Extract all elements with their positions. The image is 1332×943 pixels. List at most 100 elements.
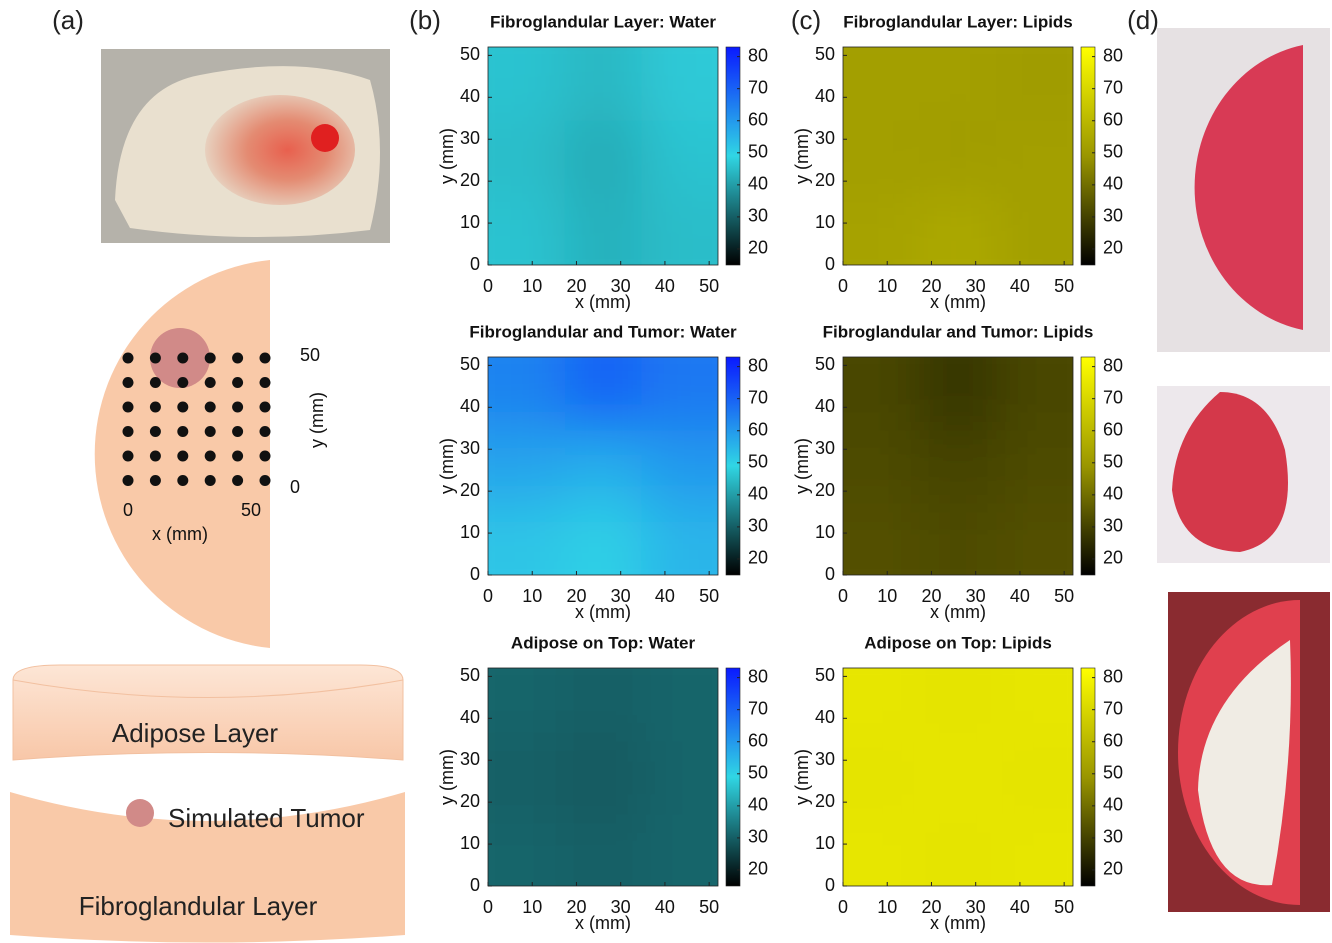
y-tick-label: 20 xyxy=(460,170,480,190)
x-tick-label: 40 xyxy=(1010,897,1030,917)
y-axis-label: y (mm) xyxy=(437,128,457,184)
grid-dot xyxy=(232,426,244,437)
chart-title: Fibroglandular and Tumor: Water xyxy=(469,322,737,341)
x-tick-label: 50 xyxy=(1054,276,1074,296)
grid-dot xyxy=(204,426,216,437)
y-tick-label: 30 xyxy=(815,128,835,148)
colorbar-tick-label: 70 xyxy=(748,698,768,718)
grid-dot xyxy=(259,426,271,437)
cells xyxy=(488,668,718,886)
y-tick-label: 10 xyxy=(815,522,835,542)
panel-a: (a) 50 0 y (mm) 0 50 x (mm) Adipose Laye… xyxy=(10,5,405,943)
heat-cell xyxy=(641,813,718,886)
photo-1-sample xyxy=(1194,45,1303,330)
colorbar-tick-label: 70 xyxy=(748,387,768,407)
heat-cell xyxy=(843,668,921,742)
cells xyxy=(488,357,718,575)
heat-cell xyxy=(843,429,921,504)
y-tick-label: 0 xyxy=(825,254,835,274)
heat-cell xyxy=(996,740,1073,815)
colorbar-tick-label: 60 xyxy=(1103,109,1123,129)
x-tick-label: 50 xyxy=(699,586,719,606)
x-tick-label: 30 xyxy=(966,897,986,917)
y-tick-label: 40 xyxy=(460,86,480,106)
grid-dot xyxy=(149,377,161,388)
colorbar-tick-label: 40 xyxy=(748,174,768,194)
grid-dot xyxy=(122,352,134,364)
x-tick-label: 0 xyxy=(483,276,493,296)
heat-cell xyxy=(564,192,643,265)
heat-cell xyxy=(488,502,566,575)
chart: Adipose on Top: Lipids 0 10 20 30 40 50 0 10 20 30… xyxy=(792,633,1123,932)
grid-dot xyxy=(122,475,134,486)
chart: Fibroglandular Layer: Water 0 10 20 30 40 50 0 1… xyxy=(437,12,768,312)
heatmap-cells xyxy=(843,357,1073,575)
colorbar-tick-label: 50 xyxy=(748,142,768,162)
heat-cell xyxy=(843,192,921,265)
heat-cell xyxy=(641,740,718,815)
heat-cell xyxy=(641,192,718,265)
heat-cell xyxy=(919,668,998,742)
x-tick-label: 20 xyxy=(921,586,941,606)
x-tick-label: 0 xyxy=(483,897,493,917)
heat-cell xyxy=(996,47,1073,121)
x-tick-label: 10 xyxy=(522,897,542,917)
x-tick-label: 20 xyxy=(921,276,941,296)
heat-cell xyxy=(843,119,921,194)
x-tick-label: 40 xyxy=(655,276,675,296)
plot-frame xyxy=(487,46,719,266)
grid-dot xyxy=(149,401,161,413)
x-tick-label: 10 xyxy=(877,897,897,917)
y-tick-label: 50 xyxy=(815,44,835,64)
heat-cell xyxy=(641,429,718,504)
x-tick-label: 20 xyxy=(566,586,586,606)
heat-cell xyxy=(919,47,998,121)
grid-dot xyxy=(232,450,244,462)
x-tick-label: 20 xyxy=(566,897,586,917)
heat-cell xyxy=(564,813,643,886)
colorbar-tick-label: 80 xyxy=(748,666,768,686)
fibroglandular-layer xyxy=(10,792,405,943)
colorbar-tick-label: 40 xyxy=(1103,795,1123,815)
diagram-x-tick: 50 xyxy=(241,500,261,520)
colorbar-tick-label: 50 xyxy=(748,452,768,472)
x-axis-label: x (mm) xyxy=(575,913,631,933)
colorbar-tick-label: 80 xyxy=(1103,666,1123,686)
heat-cell xyxy=(641,119,718,194)
colorbar-tick-label: 30 xyxy=(748,206,768,226)
heat-cell xyxy=(564,47,643,121)
grid-dot xyxy=(122,377,134,388)
x-axis-label: x (mm) xyxy=(930,292,986,312)
heat-cell xyxy=(843,357,921,431)
y-axis-label: y (mm) xyxy=(792,128,812,184)
cells xyxy=(843,47,1073,265)
x-axis-label: x (mm) xyxy=(930,602,986,622)
colorbar-tick-label: 80 xyxy=(748,355,768,375)
y-tick-label: 0 xyxy=(825,875,835,895)
heat-cell xyxy=(843,47,921,121)
y-tick-label: 0 xyxy=(470,875,480,895)
y-tick-label: 50 xyxy=(460,44,480,64)
x-tick-label: 30 xyxy=(966,586,986,606)
x-tick-label: 10 xyxy=(522,586,542,606)
colorbar-tick-label: 40 xyxy=(748,795,768,815)
y-tick-label: 10 xyxy=(460,833,480,853)
x-tick-label: 0 xyxy=(838,897,848,917)
grid-dot xyxy=(204,377,216,388)
grid-dot xyxy=(259,475,271,486)
grid-dot xyxy=(259,377,271,388)
colorbar-tick-label: 40 xyxy=(748,484,768,504)
x-tick-label: 40 xyxy=(655,586,675,606)
y-axis-label: y (mm) xyxy=(437,749,457,805)
colorbar-tick-label: 60 xyxy=(748,419,768,439)
colorbar-tick-label: 50 xyxy=(1103,763,1123,783)
chart-title: Adipose on Top: Water xyxy=(511,633,696,652)
cells xyxy=(488,47,718,265)
diagram-y-tick: 50 xyxy=(300,345,320,365)
adipose-label: Adipose Layer xyxy=(112,718,279,748)
grid-dot xyxy=(149,475,161,486)
x-axis-label: x (mm) xyxy=(575,292,631,312)
y-tick-label: 30 xyxy=(460,749,480,769)
grid-dot xyxy=(122,450,134,462)
